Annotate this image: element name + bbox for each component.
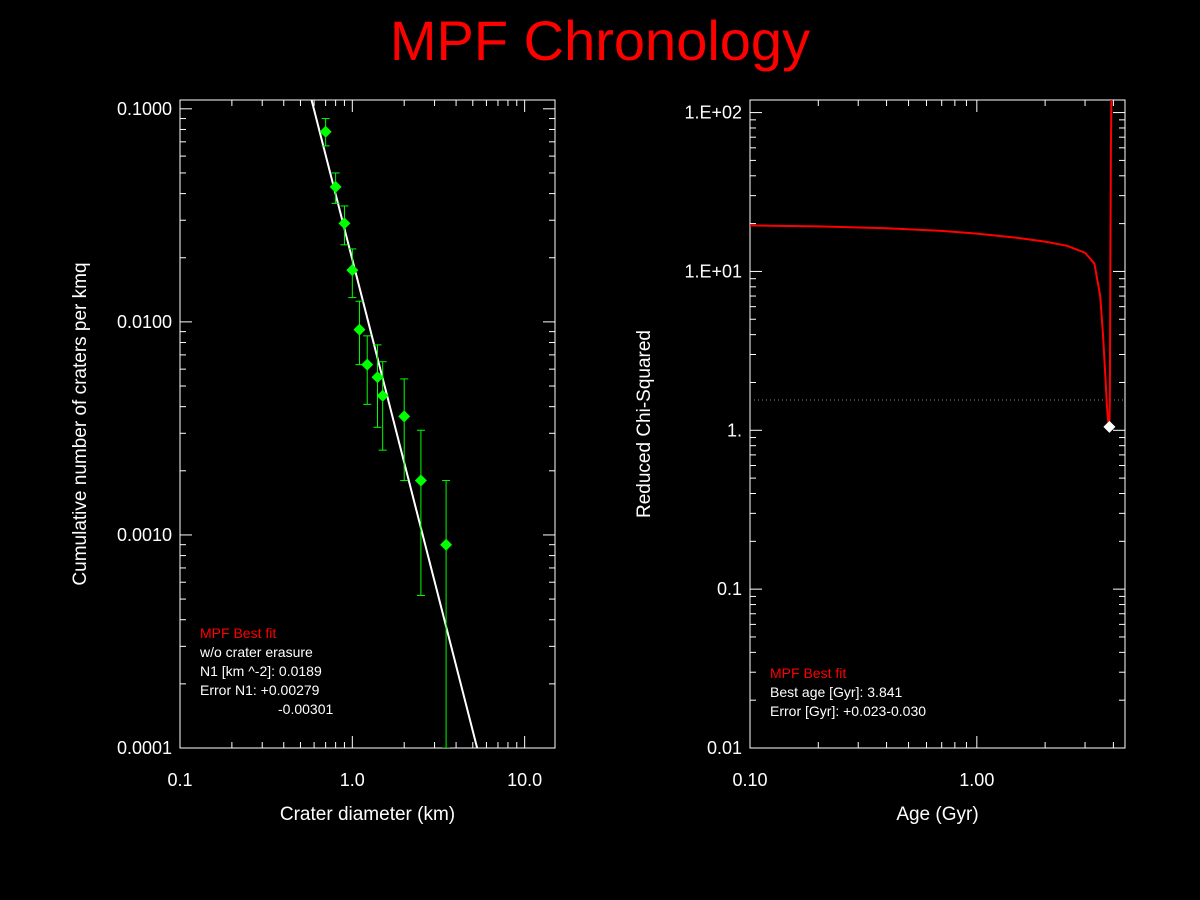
x-tick-label: 1.0 — [340, 770, 365, 790]
error-bar — [442, 480, 451, 748]
chart-title: MPF Chronology — [389, 9, 811, 72]
x-tick-label: 10.0 — [507, 770, 542, 790]
y-axis-label: Reduced Chi-Squared — [634, 330, 655, 518]
y-tick-label: 0.0001 — [117, 738, 172, 758]
annotation-heading: MPF Best fit — [770, 665, 846, 681]
y-tick-label: 1. — [727, 420, 742, 440]
y-tick-label: 1.E+02 — [684, 103, 742, 123]
x-tick-label: 1.00 — [959, 770, 994, 790]
annotation-heading: MPF Best fit — [200, 625, 276, 641]
error-bar — [378, 361, 387, 451]
crater-size-frequency-panel: 0.1 1.0 10.0 0.1000 0.0100 0.0010 0.0001 Crater… — [70, 99, 556, 825]
data-point — [440, 538, 453, 551]
data-point — [398, 410, 411, 423]
plot-frame — [179, 99, 556, 749]
x-tick-label: 0.1 — [167, 770, 192, 790]
y-tick-label: 0.01 — [707, 738, 742, 758]
error-bar — [416, 429, 425, 596]
data-point — [414, 474, 427, 487]
data-point — [376, 389, 389, 402]
x-axis-label: Crater diameter (km) — [280, 804, 455, 825]
data-point — [319, 125, 332, 138]
error-bar — [373, 344, 382, 428]
chi-squared-panel: 0.10 1.00 1.E+02 1.E+01 1. 0.1 0.01 Age (Gyr) Re… — [634, 99, 1126, 825]
annotation-line: -0.00301 — [278, 701, 333, 717]
annotation-line: N1 [km ^-2]: 0.0189 — [200, 663, 322, 679]
y-axis-label: Cumulative number of craters per kmq — [70, 262, 91, 585]
axis-ticks — [179, 100, 555, 749]
y-tick-label: 0.0010 — [117, 525, 172, 545]
data-point — [338, 217, 351, 230]
annotation-line: Error N1: +0.00279 — [200, 682, 320, 698]
error-bar — [400, 378, 409, 482]
y-tick-label: 0.1 — [717, 579, 742, 599]
plot-area — [310, 100, 479, 748]
y-tick-label: 0.0100 — [117, 312, 172, 332]
data-point — [329, 180, 342, 193]
data-point — [371, 371, 384, 384]
best-fit-point — [1103, 420, 1116, 433]
annotation-line: Best age [Gyr]: 3.841 — [770, 684, 903, 700]
plot-frame — [749, 99, 1126, 749]
data-point — [353, 323, 366, 336]
data-point — [346, 264, 359, 277]
annotation-line: w/o crater erasure — [199, 644, 313, 660]
axis-ticks — [749, 100, 1125, 749]
x-axis-label: Age (Gyr) — [896, 804, 978, 825]
plot-area — [750, 100, 1125, 428]
chi-squared-curve — [750, 100, 1113, 428]
y-tick-label: 1.E+01 — [684, 261, 742, 281]
fit-line — [310, 100, 479, 748]
annotation-line: Error [Gyr]: +0.023-0.030 — [770, 703, 926, 719]
data-point — [361, 358, 374, 371]
y-tick-label: 0.1000 — [117, 99, 172, 119]
x-tick-label: 0.10 — [732, 770, 767, 790]
